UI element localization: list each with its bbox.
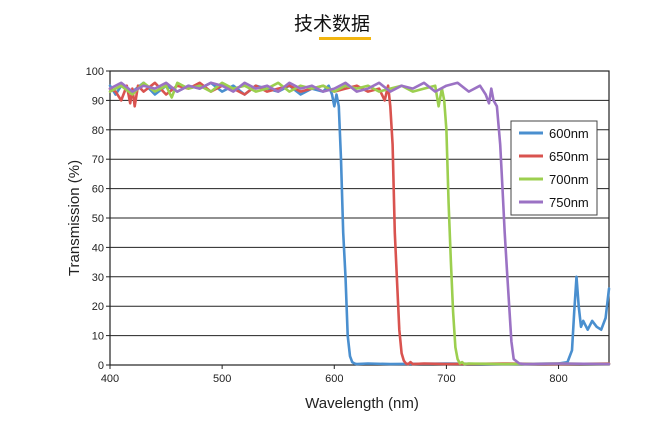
series-layer: [108, 81, 611, 366]
page-title: 技术数据: [293, 13, 370, 35]
y-tick-label: 50: [92, 213, 104, 225]
y-tick-label: 30: [92, 272, 104, 284]
title-underline: [319, 37, 371, 40]
x-tick-label: 800: [549, 373, 567, 385]
y-tick-label: 40: [92, 242, 104, 254]
y-axis-label: Transmission (%): [66, 160, 83, 276]
y-tick-label: 0: [98, 360, 104, 372]
grid-layer: [110, 70, 609, 366]
x-tick-label: 400: [101, 373, 119, 385]
legend-label-700nm: 700nm: [549, 172, 589, 187]
x-axis-label: Wavelength (nm): [305, 395, 419, 412]
legend-label-650nm: 650nm: [549, 149, 589, 164]
y-tick-label: 10: [92, 331, 104, 343]
y-tick-label: 80: [92, 125, 104, 137]
series-line-750nm: [108, 81, 611, 366]
legend-label-750nm: 750nm: [549, 195, 589, 210]
y-tick-label: 70: [92, 154, 104, 166]
x-tick-label: 600: [325, 373, 343, 385]
legend-box: [510, 120, 598, 216]
y-tick-label: 90: [92, 95, 104, 107]
x-tick-label: 700: [437, 373, 455, 385]
y-tick-label: 60: [92, 184, 104, 196]
legend-label-600nm: 600nm: [549, 126, 589, 141]
legend: 600nm 650nm 700nm 750nm: [510, 120, 598, 216]
y-tick-label: 20: [92, 301, 104, 313]
x-tick-label: 500: [213, 373, 231, 385]
axes-layer: 0 10 20 30 40 50 60 70 80 90 100 400 500 600 700 800: [86, 66, 568, 385]
y-tick-label: 100: [86, 66, 104, 78]
